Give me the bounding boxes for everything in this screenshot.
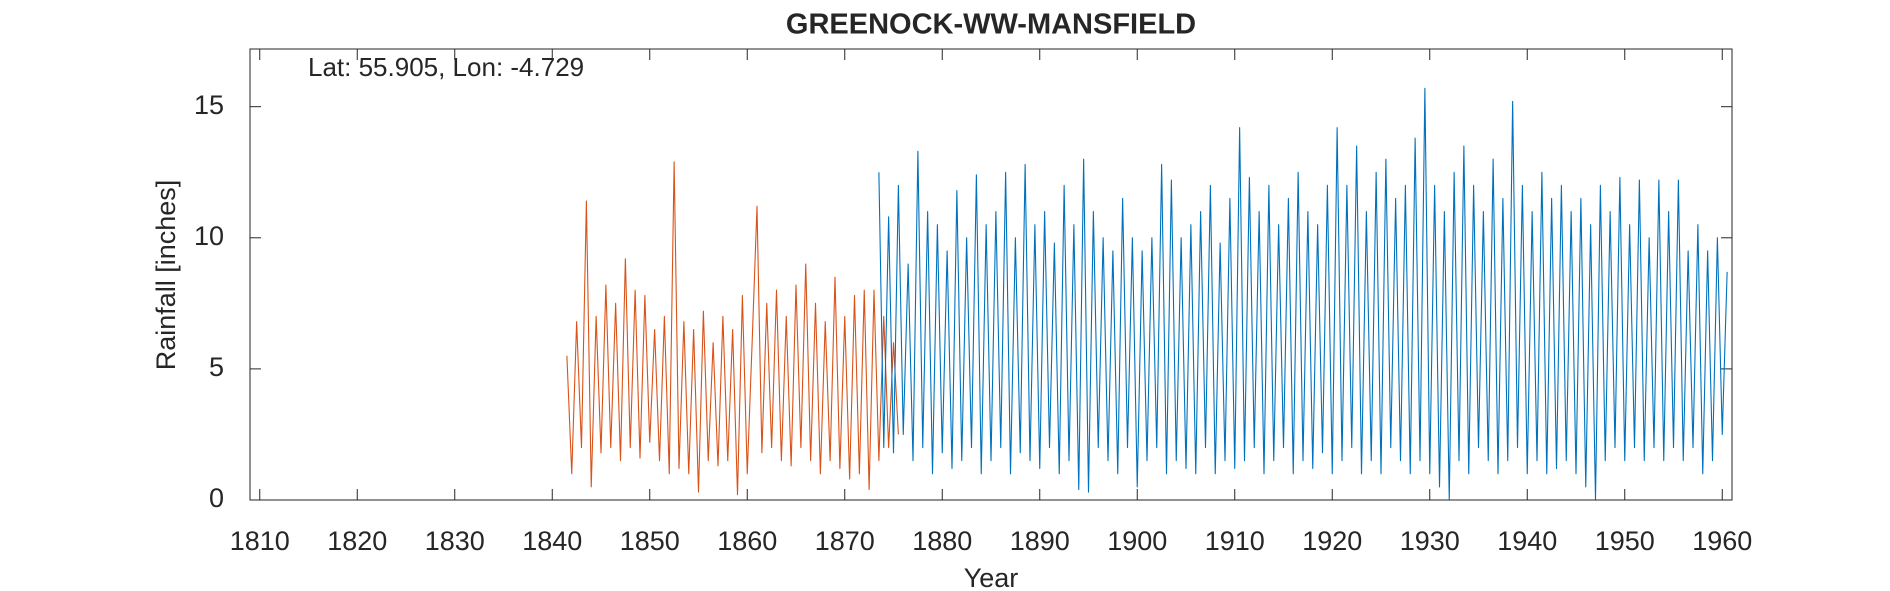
x-tick-label: 1920 <box>1302 526 1362 556</box>
y-tick-label: 0 <box>209 483 224 513</box>
y-tick-label: 15 <box>194 90 224 120</box>
x-tick-label: 1830 <box>425 526 485 556</box>
x-tick-label: 1820 <box>327 526 387 556</box>
annotation: Lat: 55.905, Lon: -4.729 <box>308 52 584 82</box>
data-line <box>566 161 899 496</box>
x-tick-label: 1810 <box>230 526 290 556</box>
x-tick-label: 1890 <box>1010 526 1070 556</box>
x-tick-label: 1870 <box>815 526 875 556</box>
chart-title: GREENOCK-WW-MANSFIELD <box>786 9 1196 41</box>
x-tick-label: 1840 <box>522 526 582 556</box>
x-tick-label: 1930 <box>1400 526 1460 556</box>
y-tick-label: 5 <box>209 352 224 382</box>
x-tick-label: 1860 <box>717 526 777 556</box>
y-tick-label: 10 <box>194 221 224 251</box>
x-tick-label: 1880 <box>912 526 972 556</box>
plot-frame <box>249 48 1733 501</box>
x-axis-label: Year <box>964 563 1019 591</box>
x-tick-label: 1950 <box>1595 526 1655 556</box>
data-line <box>878 87 1728 501</box>
x-tick-label: 1960 <box>1692 526 1752 556</box>
x-tick-label: 1910 <box>1205 526 1265 556</box>
x-tick-label: 1900 <box>1107 526 1167 556</box>
y-axis-label: Rainfall [inches] <box>151 180 181 371</box>
x-tick-label: 1940 <box>1497 526 1557 556</box>
x-tick-label: 1850 <box>620 526 680 556</box>
